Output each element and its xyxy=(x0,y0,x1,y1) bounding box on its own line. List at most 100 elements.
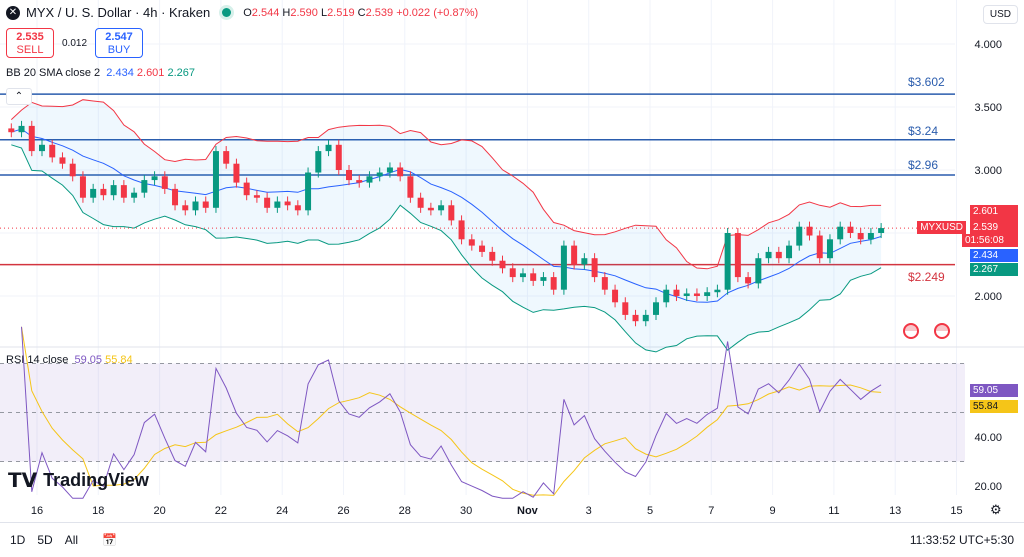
buy-button[interactable]: 2.547 BUY xyxy=(95,28,144,58)
range-5d[interactable]: 5D xyxy=(37,533,53,547)
level-label: $2.249 xyxy=(908,270,945,284)
candle-body xyxy=(540,277,547,281)
symbol-title[interactable]: MYX / U. S. Dollar · 4h · Kraken xyxy=(26,5,211,20)
candle-body xyxy=(489,251,496,261)
tradingview-logo: 𝗧𝗩 TradingView xyxy=(8,470,149,492)
range-all[interactable]: All xyxy=(64,533,79,547)
candle-body xyxy=(683,293,690,296)
time-tick: 28 xyxy=(399,505,411,517)
candle-body xyxy=(826,239,833,259)
level-label: $2.96 xyxy=(908,158,939,172)
candle-body xyxy=(878,228,885,233)
candle-body xyxy=(612,289,619,303)
time-tick: 11 xyxy=(828,505,839,517)
rsi-ma-tag: 55.84 xyxy=(970,400,1018,413)
candle-body xyxy=(386,167,393,173)
us-event-flag-icon[interactable] xyxy=(903,323,919,339)
candle-body xyxy=(775,251,782,259)
candle-body xyxy=(519,273,526,278)
us-event-flag-icon[interactable] xyxy=(934,323,950,339)
candle-body xyxy=(90,188,97,198)
candle-body xyxy=(663,289,670,303)
candle-body xyxy=(427,207,434,211)
collapse-legend-button[interactable]: ⌃ xyxy=(6,88,32,105)
candle-body xyxy=(806,226,813,236)
candle-body xyxy=(315,151,322,173)
candle-body xyxy=(673,289,680,296)
candle-body xyxy=(560,245,567,290)
price-tick: 3.500 xyxy=(974,102,1002,114)
candle-body xyxy=(28,125,35,152)
candle-body xyxy=(120,185,127,198)
rsi-line xyxy=(21,326,882,499)
bb-lower-tag: 2.267 xyxy=(970,263,1018,276)
candle-body xyxy=(397,167,404,177)
candle-body xyxy=(755,258,762,284)
candle-body xyxy=(499,260,506,269)
rsi-tag: 59.05 xyxy=(970,384,1018,397)
candle-body xyxy=(591,258,598,278)
candle-body xyxy=(601,277,608,290)
candle-body xyxy=(233,163,240,183)
candle-body xyxy=(837,226,844,240)
price-tick: 4.000 xyxy=(974,39,1002,51)
candle-body xyxy=(172,188,179,206)
candle-body xyxy=(796,226,803,246)
settings-icon[interactable]: ⚙ xyxy=(990,502,1002,517)
candle-body xyxy=(786,245,793,259)
time-tick: 20 xyxy=(153,505,165,517)
candle-body xyxy=(223,151,230,164)
candle-body xyxy=(335,144,342,170)
time-tick: 7 xyxy=(708,505,714,517)
candle-body xyxy=(212,151,219,208)
candle-body xyxy=(110,185,117,196)
candle-body xyxy=(847,226,854,233)
candle-body xyxy=(458,220,465,240)
bb-basis-tag: 2.434 xyxy=(970,249,1018,262)
rsi-tick: 20.00 xyxy=(974,481,1002,493)
candle-body xyxy=(550,277,557,290)
range-1d[interactable]: 1D xyxy=(10,533,26,547)
candle-body xyxy=(131,192,138,198)
myx-logo-icon: ✕ xyxy=(6,5,20,20)
candle-body xyxy=(509,268,516,278)
symbol-tag: MYXUSD xyxy=(917,221,966,234)
candle-body xyxy=(571,245,578,265)
candle-body xyxy=(18,125,25,133)
currency-selector[interactable]: USD xyxy=(982,5,1018,24)
bb-legend[interactable]: BB 20 SMA close 2 2.434 2.601 2.267 xyxy=(6,67,196,79)
clock[interactable]: 11:33:52 UTC+5:30 xyxy=(909,533,1014,547)
candle-body xyxy=(438,205,445,211)
candle-body xyxy=(346,170,352,181)
price-tick: 2.000 xyxy=(974,291,1002,303)
candle-body xyxy=(479,245,486,252)
candle-body xyxy=(376,172,383,177)
candle-body xyxy=(8,128,15,133)
candle-body xyxy=(49,144,56,158)
calendar-icon[interactable]: 📅 xyxy=(102,533,117,547)
countdown-tag: 01:56:08 xyxy=(962,234,1018,247)
sell-button[interactable]: 2.535 SELL xyxy=(6,28,54,58)
time-tick: 13 xyxy=(889,505,901,517)
candle-body xyxy=(59,157,66,164)
candle-body xyxy=(857,233,864,240)
candle-body xyxy=(622,302,629,315)
candle-body xyxy=(294,205,301,211)
time-tick: Nov xyxy=(517,505,539,517)
candle-body xyxy=(69,163,76,177)
rsi-legend[interactable]: RSI 14 close 59.05 55.84 xyxy=(6,354,133,366)
candle-body xyxy=(417,197,424,208)
candle-body xyxy=(734,233,741,278)
time-tick: 15 xyxy=(950,505,962,517)
candle-body xyxy=(325,144,332,152)
market-open-icon xyxy=(222,8,232,17)
candle-body xyxy=(816,235,823,259)
bb-upper-tag: 2.601 xyxy=(970,205,1018,221)
bottom-toolbar: 1D 5D All 📅 11:33:52 UTC+5:30 xyxy=(0,522,1024,557)
candle-body xyxy=(448,205,455,221)
candle-body xyxy=(407,176,414,198)
candle-body xyxy=(704,292,711,296)
candle-body xyxy=(581,258,588,265)
candle-body xyxy=(192,201,199,211)
